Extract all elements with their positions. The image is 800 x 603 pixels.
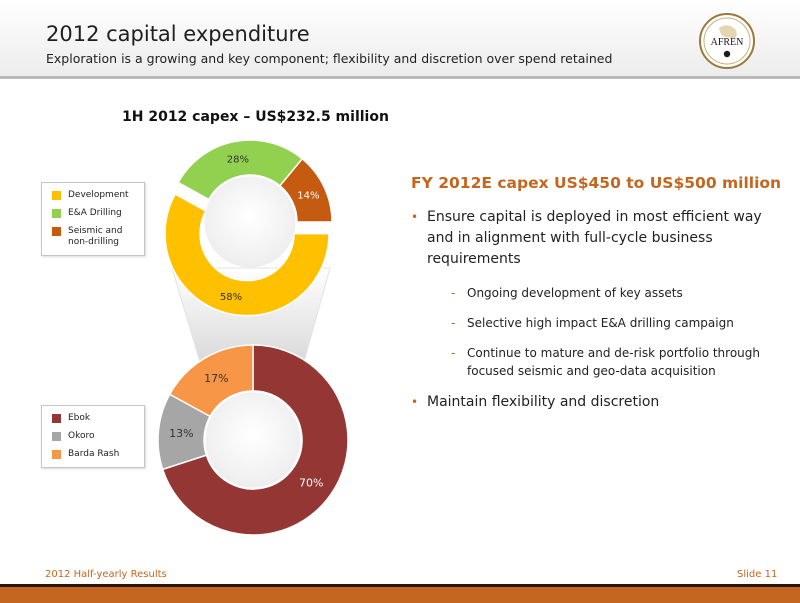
legend-label-okoro: Okoro bbox=[68, 431, 95, 441]
legend-label-seismic: Seismic and non-drilling bbox=[68, 226, 123, 247]
legend-item-seismic: Seismic and non-drilling bbox=[42, 226, 144, 248]
legend-development-split: Ebok Okoro Barda Rash bbox=[41, 405, 145, 468]
legend-1h-capex: Development E&A Drilling Seismic and non… bbox=[41, 182, 145, 256]
legend-item-ea-drilling: E&A Drilling bbox=[42, 208, 144, 219]
afren-logo: AFREN bbox=[699, 13, 755, 69]
sub-bullet-marker: - bbox=[451, 286, 456, 300]
logo-text: AFREN bbox=[711, 37, 744, 48]
data-label-seismic-and-non-drilling: 14% bbox=[297, 191, 319, 202]
slice-e-a-drilling bbox=[177, 139, 304, 201]
sub-bullet-item: - Selective high impact E&A drilling cam… bbox=[411, 314, 781, 332]
legend-swatch-okoro bbox=[52, 432, 61, 441]
data-label-e-a-drilling: 28% bbox=[227, 155, 249, 166]
sub-bullet-text: Ongoing development of key assets bbox=[467, 286, 683, 300]
legend-swatch-ebok bbox=[52, 414, 61, 423]
bullet-item: • Ensure capital is deployed in most eff… bbox=[411, 207, 781, 270]
sub-bullet-text: Selective high impact E&A drilling campa… bbox=[467, 316, 734, 330]
legend-item-development: Development bbox=[42, 190, 144, 201]
data-label-okoro: 13% bbox=[169, 427, 193, 440]
donut-hole bbox=[204, 176, 296, 268]
bullet-marker: • bbox=[411, 210, 419, 224]
data-label-development: 58% bbox=[220, 292, 242, 303]
sub-bullet-marker: - bbox=[451, 316, 456, 330]
legend-item-barda-rash: Barda Rash bbox=[42, 449, 144, 460]
bullet-text: Maintain flexibility and discretion bbox=[427, 394, 660, 410]
bullet-item: • Maintain flexibility and discretion bbox=[411, 392, 781, 413]
slice-ebok bbox=[161, 344, 349, 536]
legend-swatch-ea-drilling bbox=[52, 209, 61, 218]
legend-label-barda-rash: Barda Rash bbox=[68, 449, 120, 459]
slice-barda-rash bbox=[168, 344, 254, 418]
page-subtitle: Exploration is a growing and key compone… bbox=[46, 51, 613, 66]
legend-item-ebok: Ebok bbox=[42, 413, 144, 424]
header-band bbox=[0, 0, 800, 76]
sub-bullet-marker: - bbox=[451, 346, 456, 360]
slice-seismic-and-non-drilling bbox=[278, 157, 333, 223]
data-label-ebok: 70% bbox=[299, 476, 323, 489]
chart-title: 1H 2012 capex – US$232.5 million bbox=[122, 109, 389, 125]
sub-bullet-text: Continue to mature and de-risk portfolio… bbox=[467, 346, 760, 378]
page-title: 2012 capital expenditure bbox=[46, 22, 310, 46]
fy-capex-heading: FY 2012E capex US$450 to US$500 million bbox=[411, 174, 782, 192]
bullet-marker: • bbox=[411, 395, 419, 409]
footer-slide-number: Slide 11 bbox=[737, 569, 778, 580]
legend-swatch-barda-rash bbox=[52, 450, 61, 459]
sub-bullet-item: - Ongoing development of key assets bbox=[411, 284, 781, 302]
donut-hole bbox=[205, 392, 301, 488]
legend-label-development: Development bbox=[68, 190, 129, 200]
slice-development bbox=[164, 193, 330, 317]
footer-bar bbox=[0, 584, 800, 603]
legend-label-ea-drilling: E&A Drilling bbox=[68, 208, 122, 218]
legend-swatch-seismic bbox=[52, 227, 61, 236]
header-divider bbox=[0, 76, 800, 79]
data-label-barda-rash: 17% bbox=[204, 372, 228, 385]
legend-swatch-development bbox=[52, 191, 61, 200]
footer-report-name: 2012 Half-yearly Results bbox=[45, 569, 167, 580]
sub-bullet-item: - Continue to mature and de-risk portfol… bbox=[411, 344, 781, 380]
legend-label-ebok: Ebok bbox=[68, 413, 91, 423]
bullet-text: Ensure capital is deployed in most effic… bbox=[427, 209, 762, 267]
bullet-list: • Ensure capital is deployed in most eff… bbox=[411, 207, 781, 427]
legend-item-okoro: Okoro bbox=[42, 431, 144, 442]
